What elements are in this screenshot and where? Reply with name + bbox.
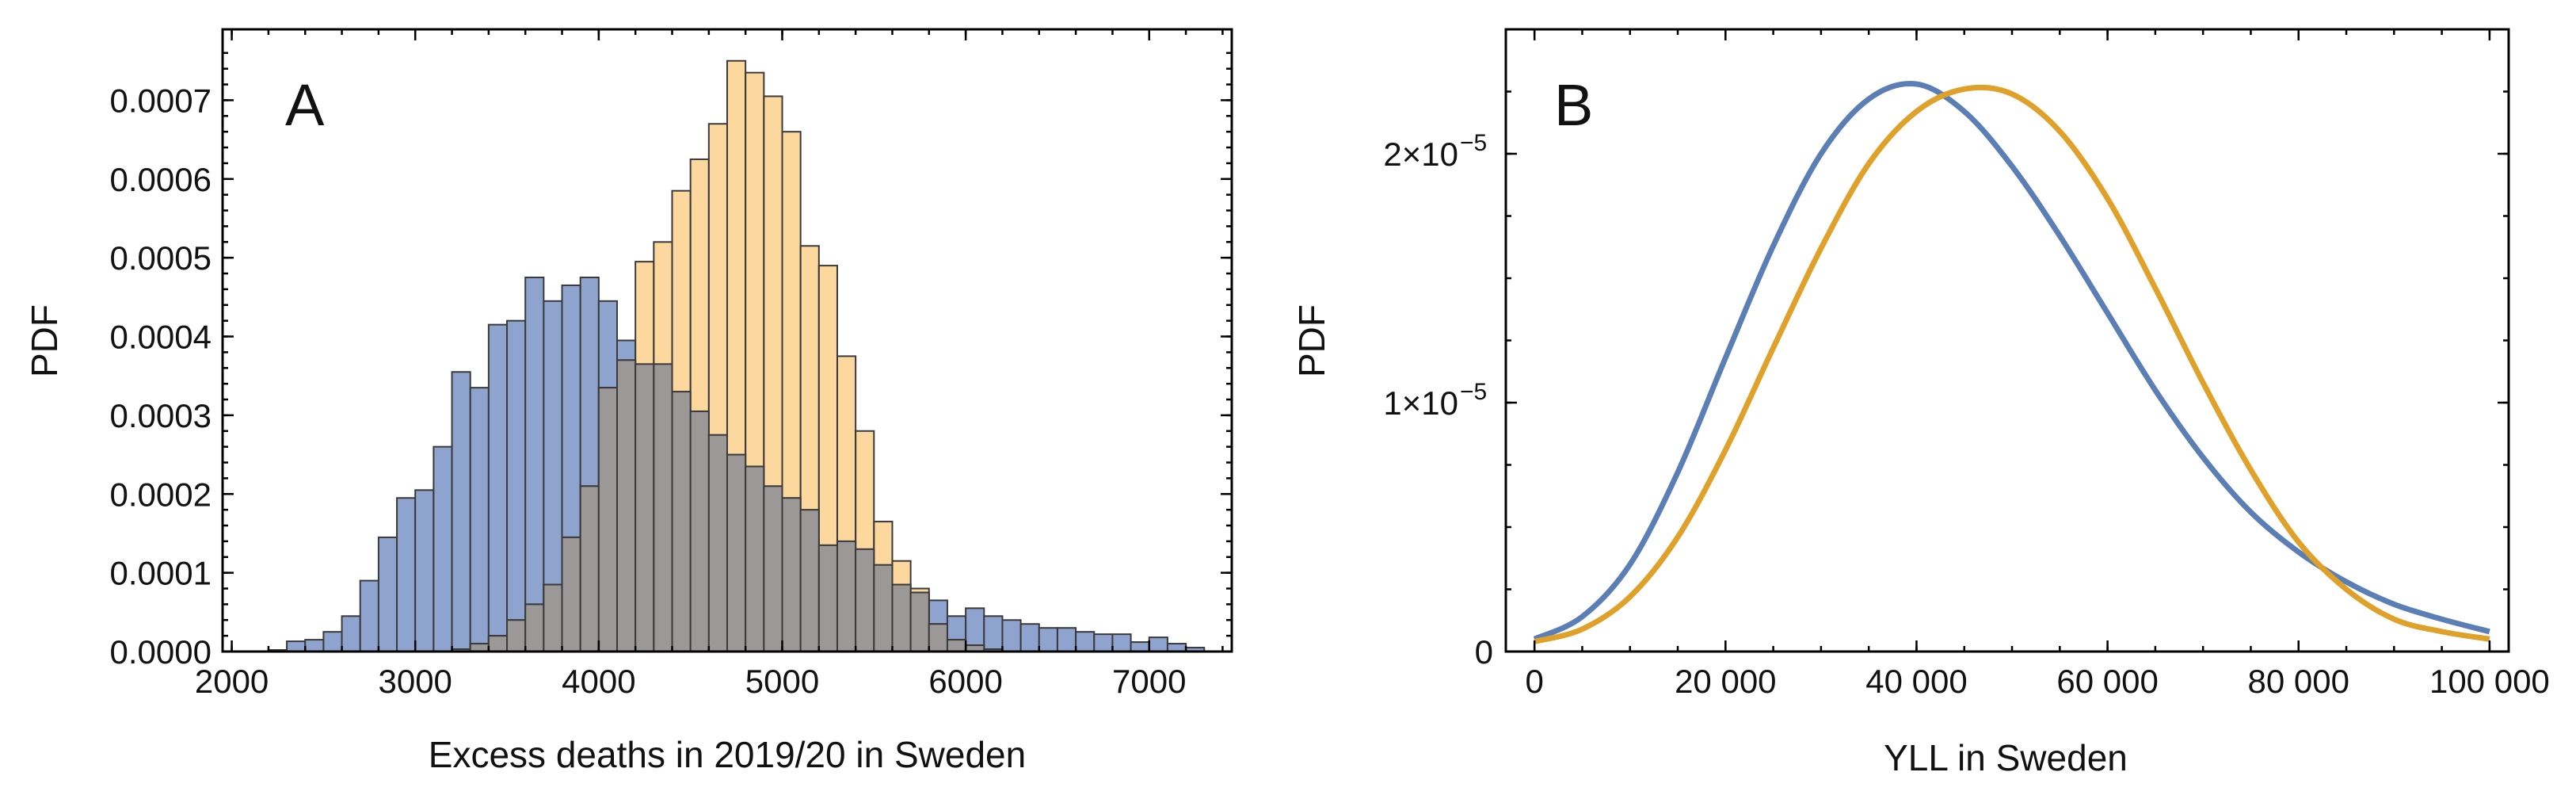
bar-blue-6200 bbox=[1001, 619, 1022, 653]
bar-blue-3000 bbox=[414, 489, 435, 653]
bar-overlap-3700 bbox=[543, 583, 563, 652]
bar-blue-6600 bbox=[1075, 631, 1096, 652]
bar-blue-6300 bbox=[1019, 623, 1040, 652]
panel-b-lines bbox=[1533, 81, 2490, 644]
bar-overlap-4500 bbox=[689, 410, 710, 652]
bar-blue-2300 bbox=[286, 640, 307, 652]
b-xtick-label: 0 bbox=[1525, 663, 1543, 700]
bar-overlap-4200 bbox=[634, 363, 655, 652]
a-ytick-label: 0.0005 bbox=[110, 239, 211, 277]
panel-a-ylabel: PDF bbox=[24, 304, 65, 377]
bar-overlap-3900 bbox=[579, 485, 600, 652]
bar-blue-3600 bbox=[524, 277, 545, 652]
bar-blue-3200 bbox=[451, 371, 471, 652]
bar-overlap-5500 bbox=[873, 564, 894, 653]
a-xtick-label: 3000 bbox=[378, 663, 452, 700]
bar-overlap-5300 bbox=[836, 540, 857, 652]
bar-overlap-5900 bbox=[946, 639, 967, 652]
bar-blue-6700 bbox=[1093, 633, 1114, 652]
bar-blue-3100 bbox=[433, 445, 453, 652]
bar-overlap-5400 bbox=[855, 548, 875, 653]
bar-overlap-3800 bbox=[561, 536, 581, 652]
a-ytick-label: 0.0002 bbox=[110, 476, 211, 513]
bar-blue-3500 bbox=[506, 319, 527, 652]
panel-b-label: B bbox=[1554, 72, 1593, 138]
panel-a-label: A bbox=[285, 72, 325, 138]
bar-blue-6900 bbox=[1130, 641, 1150, 652]
bar-overlap-3400 bbox=[487, 635, 509, 653]
bar-overlap-5100 bbox=[799, 509, 820, 652]
b-ytick-label: 1×10 bbox=[1383, 384, 1458, 422]
a-xtick-label: 4000 bbox=[562, 663, 635, 700]
bar-overlap-3500 bbox=[506, 619, 527, 653]
bar-overlap-4800 bbox=[745, 465, 765, 653]
b-xtick-label: 100 000 bbox=[2429, 663, 2550, 700]
bar-overlap-5700 bbox=[909, 591, 930, 652]
curve-orange bbox=[1534, 84, 2490, 644]
bar-blue-2800 bbox=[377, 536, 398, 652]
a-xtick-label: 6000 bbox=[928, 663, 1002, 700]
bar-blue-6800 bbox=[1111, 633, 1132, 652]
bar-overlap-5800 bbox=[928, 623, 948, 652]
bar-blue-2500 bbox=[322, 631, 343, 652]
bar-blue-2900 bbox=[396, 497, 417, 653]
a-ytick-label: 0.0006 bbox=[110, 161, 211, 198]
b-xtick-label: 60 000 bbox=[2056, 663, 2158, 700]
bar-overlap-5000 bbox=[781, 497, 802, 653]
panel-a-xlabel: Excess deaths in 2019/20 in Sweden bbox=[429, 734, 1026, 775]
panel-a: 2000 3000 4000 5000 6000 7000 0.0000 0.0001 0.00… bbox=[24, 28, 1233, 775]
b-ytick-label: 0 bbox=[1475, 633, 1493, 671]
bar-overlap-3600 bbox=[524, 603, 545, 653]
a-ytick-label: 0.0000 bbox=[110, 633, 211, 671]
b-xtick-label: 80 000 bbox=[2248, 663, 2349, 700]
bar-blue-6400 bbox=[1038, 627, 1058, 653]
bar-overlap-4700 bbox=[726, 453, 747, 652]
a-xtick-label: 5000 bbox=[745, 663, 819, 700]
a-ytick-label: 0.0007 bbox=[110, 82, 211, 119]
a-xtick-label: 2000 bbox=[195, 663, 269, 700]
b-xtick-label: 40 000 bbox=[1865, 663, 1967, 700]
bar-overlap-4000 bbox=[597, 387, 619, 652]
bar-blue-2400 bbox=[304, 639, 325, 652]
b-xtick-label: 20 000 bbox=[1675, 663, 1776, 700]
bar-blue-3400 bbox=[487, 323, 509, 652]
b-ytick-exponent: −5 bbox=[1460, 130, 1487, 156]
b-ytick-exponent: −5 bbox=[1460, 379, 1487, 405]
bar-blue-6100 bbox=[983, 615, 1004, 652]
bar-blue-2700 bbox=[359, 579, 379, 653]
bar-blue-6500 bbox=[1056, 627, 1077, 653]
panel-a-frame bbox=[221, 28, 1233, 653]
a-ytick-label: 0.0004 bbox=[110, 319, 211, 356]
panel-b-xlabel: YLL in Sweden bbox=[1884, 737, 2128, 778]
a-ytick-label: 0.0001 bbox=[110, 555, 211, 592]
bar-overlap-4100 bbox=[616, 359, 637, 652]
bar-overlap-4300 bbox=[653, 363, 673, 652]
b-ytick-label: 2×10 bbox=[1383, 136, 1458, 173]
bar-overlap-4900 bbox=[763, 485, 783, 652]
a-xtick-label: 7000 bbox=[1112, 663, 1186, 700]
bar-blue-2600 bbox=[341, 615, 361, 652]
panel-b-frame bbox=[1504, 28, 2510, 653]
bar-blue-3300 bbox=[469, 387, 490, 652]
bar-overlap-4600 bbox=[707, 434, 729, 652]
bar-overlap-4400 bbox=[671, 391, 692, 652]
panel-b-ylabel: PDF bbox=[1291, 304, 1332, 377]
bar-overlap-5600 bbox=[891, 583, 912, 652]
bar-overlap-5200 bbox=[817, 544, 838, 652]
bar-blue-7000 bbox=[1148, 636, 1168, 653]
curve-blue bbox=[1533, 81, 2490, 642]
a-ytick-label: 0.0003 bbox=[110, 397, 211, 434]
